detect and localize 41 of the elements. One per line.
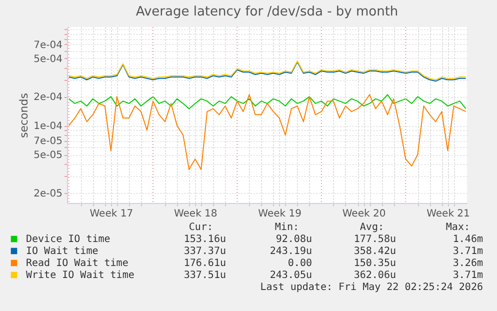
y-tick-label: 7e-04 (34, 40, 62, 51)
text: Avg: (360, 222, 384, 233)
y-axis-title: seconds (18, 92, 31, 138)
x-tick-label: Week 20 (342, 208, 386, 220)
text: 153.16u (184, 234, 226, 245)
text: 3.71m (452, 270, 483, 281)
legend-label: Device IO time (26, 234, 110, 245)
text: 3.26m (452, 258, 483, 269)
text: 150.35u (354, 258, 396, 269)
text: 3.71m (452, 246, 483, 257)
x-tick-label: Week 19 (258, 208, 302, 220)
x-tick-label: Week 17 (90, 208, 134, 220)
text: 362.06u (354, 270, 396, 281)
text: Max: (446, 222, 470, 233)
text: 0.00 (288, 258, 312, 269)
y-tick-label: 2e-04 (34, 92, 62, 104)
line-series (68, 94, 466, 110)
text: 92.08u (276, 234, 312, 245)
text: 337.51u (184, 270, 226, 281)
text: Cur: (188, 222, 213, 233)
text: Min: (274, 222, 299, 233)
legend-label: IO Wait time (26, 246, 98, 257)
legend-label: Write IO Wait time (26, 270, 134, 281)
y-tick-label: 2e-05 (34, 188, 62, 200)
y-tick-label: 1e-04 (34, 121, 62, 132)
legend-label: Read IO Wait time (26, 258, 128, 269)
text: 337.37u (184, 246, 226, 257)
text: 177.58u (354, 234, 396, 245)
text: 243.19u (270, 246, 312, 257)
text: 358.42u (354, 246, 396, 257)
text: Last update: Fri May 22 02:25:24 2026 (260, 282, 483, 293)
line-series (68, 94, 466, 170)
text: 1.46m (452, 234, 483, 245)
x-tick-label: Week 21 (426, 208, 470, 220)
x-tick-label: Week 18 (174, 208, 218, 220)
y-tick-label: 5e-04 (34, 54, 62, 65)
y-tick-label: 7e-05 (34, 136, 62, 148)
chart-title: Average latency for /dev/sda - by month (136, 4, 398, 20)
text: 176.61u (184, 258, 226, 269)
y-tick-label: 5e-05 (34, 150, 62, 162)
text: 243.05u (270, 270, 312, 281)
